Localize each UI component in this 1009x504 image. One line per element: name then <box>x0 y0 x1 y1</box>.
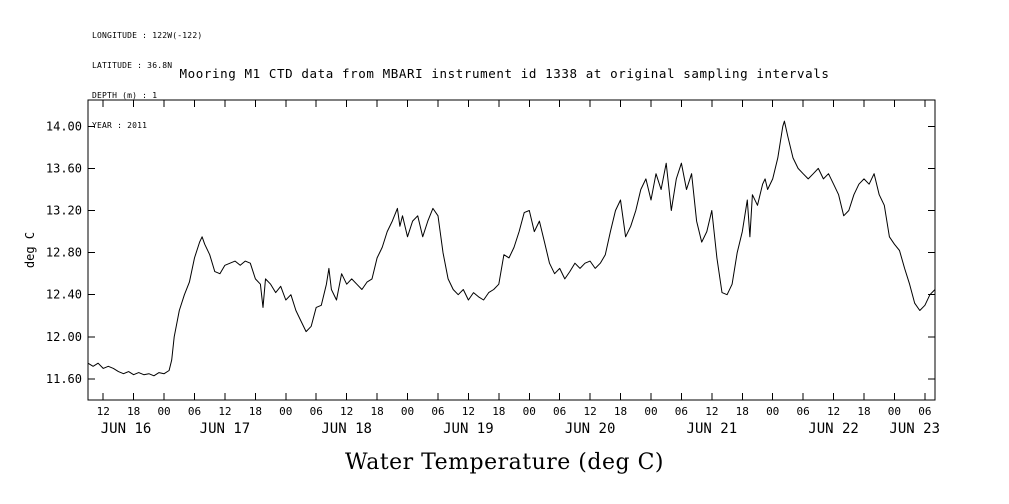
y-tick-label: 12.40 <box>46 288 82 302</box>
x-tick-label: 00 <box>888 405 901 418</box>
y-tick-label: 13.60 <box>46 161 82 175</box>
y-tick-label: 11.60 <box>46 372 82 386</box>
y-tick-label: 12.00 <box>46 330 82 344</box>
temperature-series-line <box>87 120 936 377</box>
plot-frame <box>87 99 936 401</box>
x-day-label: JUN 20 <box>565 421 616 437</box>
x-tick-label: 18 <box>370 405 383 418</box>
y-tick-label: 12.80 <box>46 246 82 260</box>
x-tick-label: 06 <box>553 405 566 418</box>
x-tick-label: 12 <box>462 405 475 418</box>
x-tick-label: 12 <box>97 405 110 418</box>
metadata-year: YEAR : 2011 <box>92 121 148 130</box>
x-tick-label: 18 <box>857 405 870 418</box>
chart-title: Mooring M1 CTD data from MBARI instrumen… <box>179 66 830 81</box>
x-day-label: JUN 23 <box>889 421 940 437</box>
x-tick-label: 00 <box>279 405 292 418</box>
x-day-label: JUN 21 <box>687 421 738 437</box>
x-tick-label: 06 <box>188 405 201 418</box>
x-tick-label: 06 <box>918 405 931 418</box>
y-tick-label: 14.00 <box>46 119 82 133</box>
x-tick-label: 18 <box>736 405 749 418</box>
x-tick-label: 12 <box>340 405 353 418</box>
x-day-label: JUN 17 <box>200 421 251 437</box>
y-tick-label: 13.20 <box>46 204 82 218</box>
x-tick-label: 18 <box>127 405 140 418</box>
x-tick-label: 18 <box>614 405 627 418</box>
x-tick-label: 06 <box>675 405 688 418</box>
x-tick-label: 06 <box>797 405 810 418</box>
x-tick-label: 12 <box>705 405 718 418</box>
x-tick-label: 12 <box>583 405 596 418</box>
x-tick-label: 00 <box>523 405 536 418</box>
x-tick-label: 00 <box>644 405 657 418</box>
x-tick-label: 18 <box>249 405 262 418</box>
x-tick-label: 00 <box>766 405 779 418</box>
x-day-label: JUN 22 <box>808 421 859 437</box>
station-metadata-block: LONGITUDE : 122W(-122) LATITUDE : 36.8N … <box>92 11 202 141</box>
x-day-label: JUN 16 <box>101 421 152 437</box>
x-tick-label: 12 <box>827 405 840 418</box>
x-tick-label: 06 <box>431 405 444 418</box>
x-tick-label: 06 <box>310 405 323 418</box>
x-tick-label: 12 <box>218 405 231 418</box>
x-day-label: JUN 18 <box>321 421 372 437</box>
x-axis-title: Water Temperature (deg C) <box>345 450 664 475</box>
x-tick-label: 00 <box>401 405 414 418</box>
x-tick-label: 00 <box>157 405 170 418</box>
metadata-depth: DEPTH (m) : 1 <box>92 91 158 100</box>
x-tick-label: 18 <box>492 405 505 418</box>
x-day-label: JUN 19 <box>443 421 494 437</box>
metadata-latitude: LATITUDE : 36.8N <box>92 61 173 70</box>
metadata-longitude: LONGITUDE : 122W(-122) <box>92 31 203 40</box>
